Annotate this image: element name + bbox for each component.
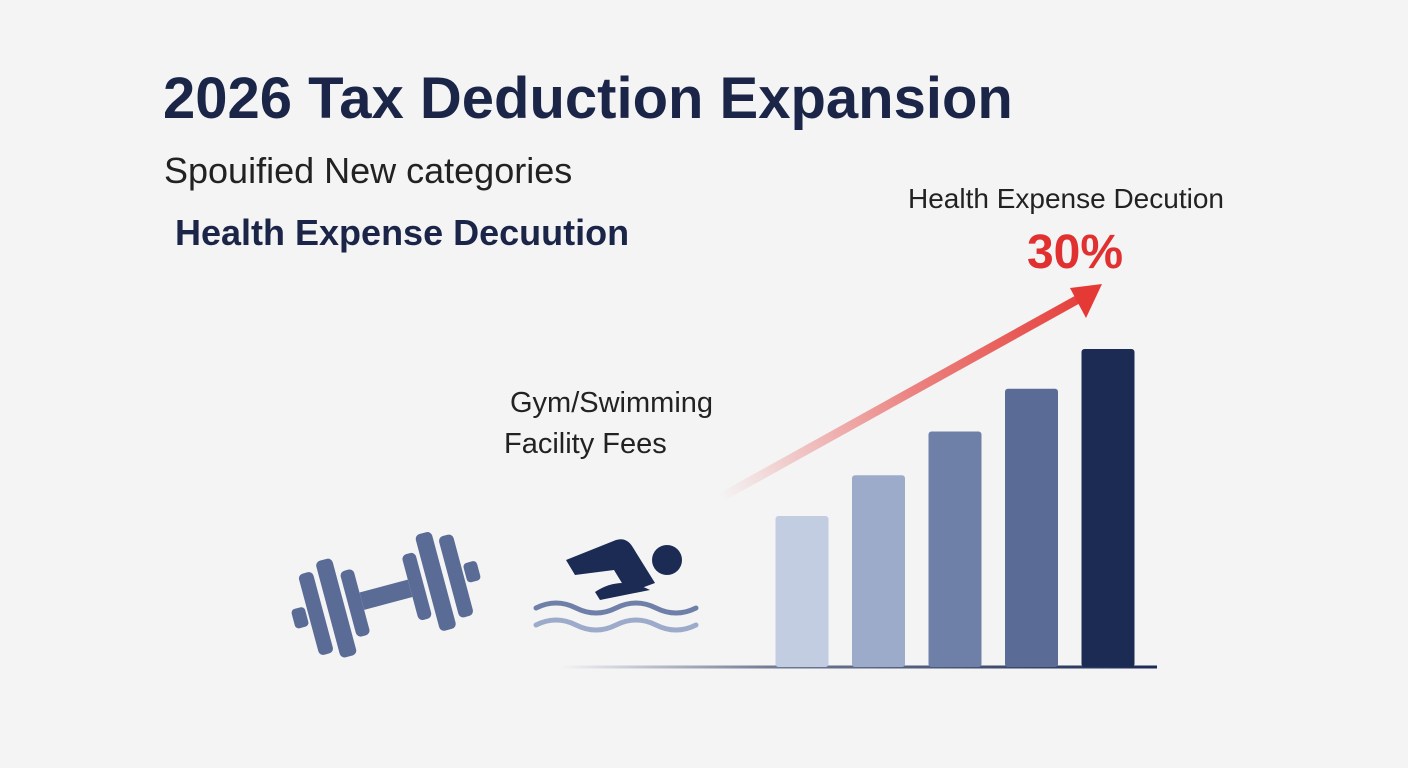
- category-label: Gym/Swimming: [510, 387, 713, 419]
- callout-value: 30%: [1027, 226, 1123, 279]
- subtitle: Spouified New categories: [164, 150, 572, 191]
- bar: [852, 475, 905, 667]
- bar: [1081, 349, 1135, 667]
- bars: [775, 349, 1135, 667]
- category-label: Facility Fees: [504, 428, 667, 460]
- dumbbell-icon: [291, 532, 481, 658]
- swimmer-icon: [533, 539, 699, 633]
- bar: [1005, 388, 1058, 667]
- callout-label: Health Expense Decution: [908, 183, 1224, 214]
- title: 2026 Tax Deduction Expansion: [163, 66, 1013, 131]
- heading: Health Expense Decuution: [175, 212, 629, 253]
- trend-arrow: [715, 284, 1102, 503]
- bar: [928, 431, 982, 667]
- bar: [775, 515, 829, 667]
